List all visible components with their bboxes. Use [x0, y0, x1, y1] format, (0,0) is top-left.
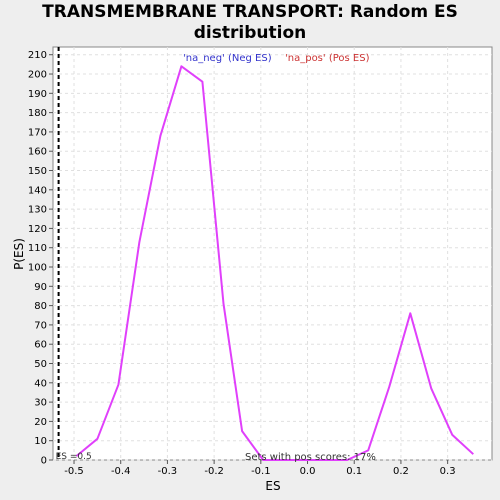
series-layer — [75, 65, 474, 461]
x-tick-label: -0.1 — [251, 466, 271, 477]
x-tick-label: 0.3 — [440, 466, 456, 477]
y-tick-label: 40 — [34, 378, 47, 389]
y-tick-label: 140 — [28, 185, 47, 196]
y-axis-label: P(ES) — [12, 238, 26, 270]
x-tick-label: -0.3 — [158, 466, 178, 477]
y-tick-label: 170 — [28, 127, 47, 138]
x-tick-label: 0.0 — [300, 466, 316, 477]
y-tick-label: 110 — [28, 243, 47, 254]
y-tick-label: 190 — [28, 89, 47, 100]
pos-score-annotation: Sets with pos scores: 17% — [245, 452, 376, 463]
x-tick-label: 0.2 — [393, 466, 409, 477]
y-tick-label: 70 — [34, 320, 47, 331]
y-tick-label: 80 — [34, 301, 47, 312]
y-tick-label: 60 — [34, 340, 47, 351]
chart-title-line1: TRANSMEMBRANE TRANSPORT: Random ES — [42, 2, 458, 22]
x-tick-label: 0.1 — [346, 466, 362, 477]
y-tick-label: 30 — [34, 398, 47, 409]
axis-ticks: 0 10 20 30 40 50 60 70 80 90 100 110 120 130 140 150 160… — [28, 50, 456, 477]
distribution-line — [75, 65, 474, 461]
grid — [53, 47, 492, 461]
plot-area — [52, 46, 493, 461]
y-tick-label: 10 — [34, 436, 47, 447]
x-tick-label: -0.2 — [204, 466, 224, 477]
y-tick-label: 0 — [41, 456, 47, 467]
y-tick-label: 150 — [28, 166, 47, 177]
y-tick-label: 200 — [28, 70, 47, 81]
y-tick-label: 130 — [28, 205, 47, 216]
y-tick-label: 180 — [28, 108, 47, 119]
x-tick-label: -0.4 — [111, 466, 131, 477]
y-tick-label: 20 — [34, 417, 47, 428]
chart-title-line2: distribution — [193, 23, 307, 43]
legend-neg: 'na_neg' (Neg ES) — [183, 53, 272, 64]
y-tick-label: 100 — [28, 263, 47, 274]
y-tick-label: 160 — [28, 147, 47, 158]
es-marker-label: ES =0.5 — [56, 452, 92, 462]
y-tick-label: 120 — [28, 224, 47, 235]
y-tick-label: 90 — [34, 282, 47, 293]
x-tick-label: -0.5 — [64, 466, 84, 477]
legend-pos: 'na_pos' (Pos ES) — [285, 53, 370, 64]
es-marker-layer: ES =0.5 — [56, 47, 92, 462]
chart-title: TRANSMEMBRANE TRANSPORT: Random ES distr… — [0, 2, 500, 44]
y-tick-label: 210 — [28, 50, 47, 61]
y-tick-label: 50 — [34, 359, 47, 370]
x-axis-label: ES — [265, 479, 280, 493]
